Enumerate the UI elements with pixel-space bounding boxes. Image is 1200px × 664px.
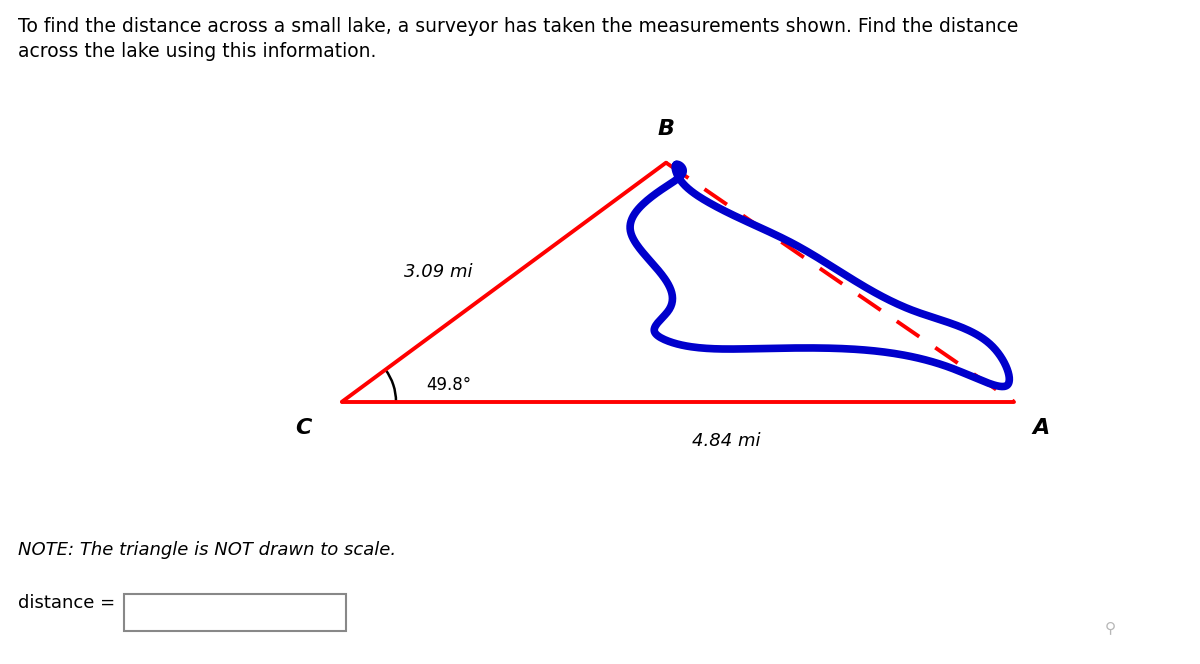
FancyBboxPatch shape [124,594,346,631]
Text: 4.84 mi: 4.84 mi [691,432,761,450]
Text: To find the distance across a small lake, a surveyor has taken the measurements : To find the distance across a small lake… [18,17,1019,60]
Text: C: C [295,418,312,438]
Text: NOTE: The triangle is NOT drawn to scale.: NOTE: The triangle is NOT drawn to scale… [18,541,396,559]
Text: B: B [658,120,674,139]
Text: distance =: distance = [18,594,115,612]
Text: 3.09 mi: 3.09 mi [403,263,473,282]
Text: 49.8°: 49.8° [426,376,472,394]
Text: ⚲: ⚲ [1104,620,1116,635]
Text: A: A [1032,418,1049,438]
